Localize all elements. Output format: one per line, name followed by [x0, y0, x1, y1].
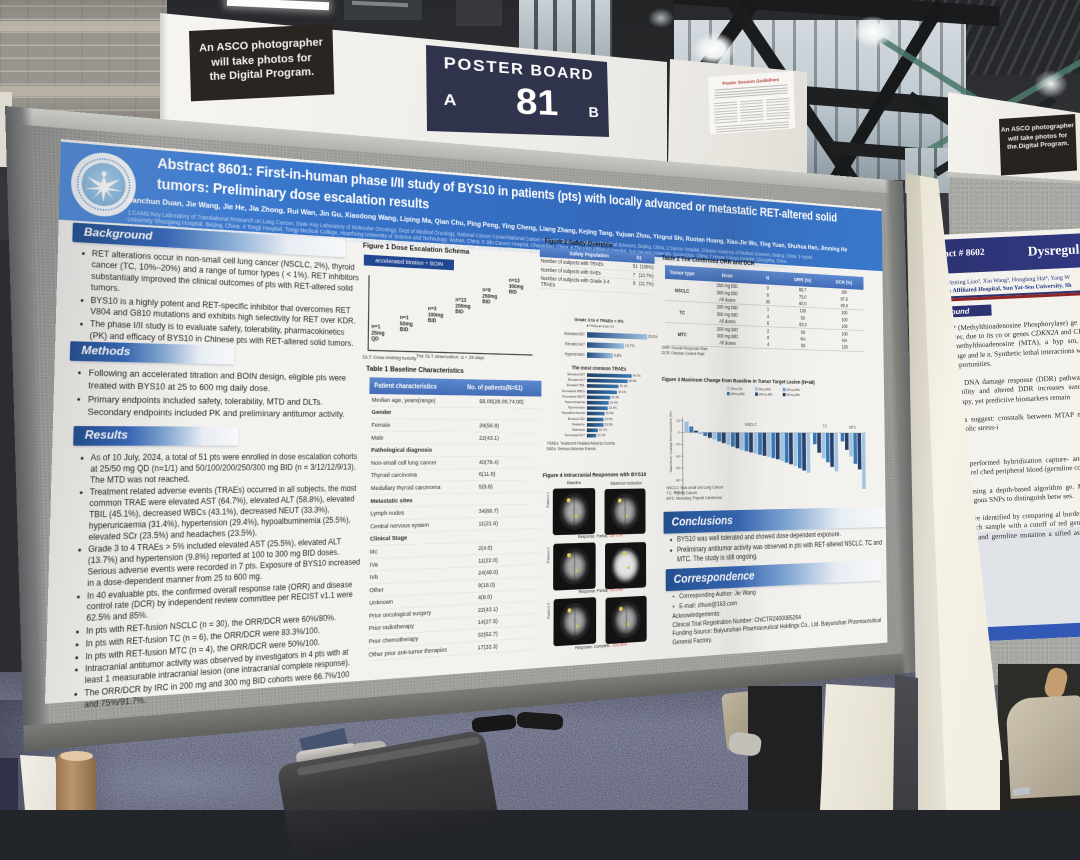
svg-text:TC: TC	[823, 424, 828, 429]
svg-text:0: 0	[678, 430, 680, 434]
svg-text:MTC: MTC	[849, 425, 856, 430]
svg-text:-60: -60	[676, 466, 681, 470]
svg-text:-20: -20	[675, 442, 680, 446]
svg-text:-80: -80	[676, 478, 681, 482]
svg-text:Maximum change from baseline (: Maximum change from baseline (%)	[669, 411, 673, 472]
svg-text:20: 20	[676, 418, 680, 422]
svg-text:-40: -40	[675, 454, 680, 458]
svg-text:NSCLC: NSCLC	[745, 423, 757, 428]
